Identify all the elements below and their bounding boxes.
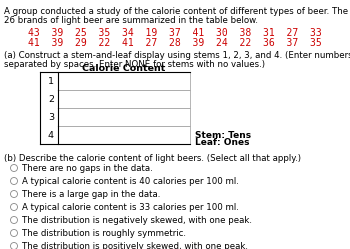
Text: Calorie Content: Calorie Content <box>82 64 166 73</box>
Text: 43  39  25  35  34  19  37  41  30  38  31  27  33: 43 39 25 35 34 19 37 41 30 38 31 27 33 <box>28 28 322 38</box>
Circle shape <box>10 230 18 237</box>
Text: 41  39  29  22  41  27  28  39  24  22  36  37  35: 41 39 29 22 41 27 28 39 24 22 36 37 35 <box>28 38 322 48</box>
Text: A typical calorie content is 40 calories per 100 ml.: A typical calorie content is 40 calories… <box>21 177 238 186</box>
Text: There is a large gap in the data.: There is a large gap in the data. <box>21 189 160 198</box>
FancyBboxPatch shape <box>58 72 190 90</box>
FancyBboxPatch shape <box>58 108 190 126</box>
Text: A group conducted a study of the calorie content of different types of beer. The: A group conducted a study of the calorie… <box>4 7 350 16</box>
Circle shape <box>10 165 18 172</box>
Text: Stem: Tens: Stem: Tens <box>195 131 251 140</box>
Circle shape <box>10 243 18 249</box>
Circle shape <box>10 178 18 185</box>
Text: A typical calorie content is 33 calories per 100 ml.: A typical calorie content is 33 calories… <box>21 202 238 211</box>
Text: separated by spaces. Enter NONE for stems with no values.): separated by spaces. Enter NONE for stem… <box>4 60 265 69</box>
Text: 3: 3 <box>48 113 54 122</box>
Text: 26 brands of light beer are summarized in the table below.: 26 brands of light beer are summarized i… <box>4 16 258 25</box>
Text: The distribution is roughly symmetric.: The distribution is roughly symmetric. <box>21 229 186 238</box>
Text: The distribution is negatively skewed, with one peak.: The distribution is negatively skewed, w… <box>21 215 252 225</box>
Text: 2: 2 <box>48 95 54 104</box>
FancyBboxPatch shape <box>58 90 190 108</box>
Text: 1: 1 <box>48 76 54 85</box>
Text: Leaf: Ones: Leaf: Ones <box>195 138 250 147</box>
Text: 4: 4 <box>48 130 54 139</box>
Text: (b) Describe the calorie content of light beers. (Select all that apply.): (b) Describe the calorie content of ligh… <box>4 154 301 163</box>
Circle shape <box>10 203 18 210</box>
Circle shape <box>10 216 18 224</box>
FancyBboxPatch shape <box>58 126 190 144</box>
Text: (a) Construct a stem-and-leaf display using stems 1, 2, 3, and 4. (Enter numbers: (a) Construct a stem-and-leaf display us… <box>4 51 350 60</box>
Text: There are no gaps in the data.: There are no gaps in the data. <box>21 164 152 173</box>
Circle shape <box>10 190 18 197</box>
Text: The distribution is positively skewed, with one peak.: The distribution is positively skewed, w… <box>21 242 247 249</box>
